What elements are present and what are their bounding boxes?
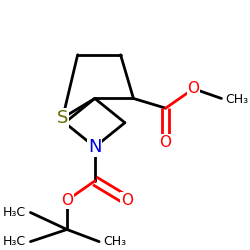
Text: CH₃: CH₃ [226,93,249,106]
Text: O: O [121,193,133,208]
Text: H₃C: H₃C [3,235,26,248]
Text: S: S [57,109,68,127]
Text: O: O [61,193,73,208]
Text: H₃C: H₃C [3,206,26,219]
Text: N: N [88,138,102,156]
Text: CH₃: CH₃ [104,235,126,248]
Text: O: O [160,134,172,150]
Text: O: O [188,81,200,96]
